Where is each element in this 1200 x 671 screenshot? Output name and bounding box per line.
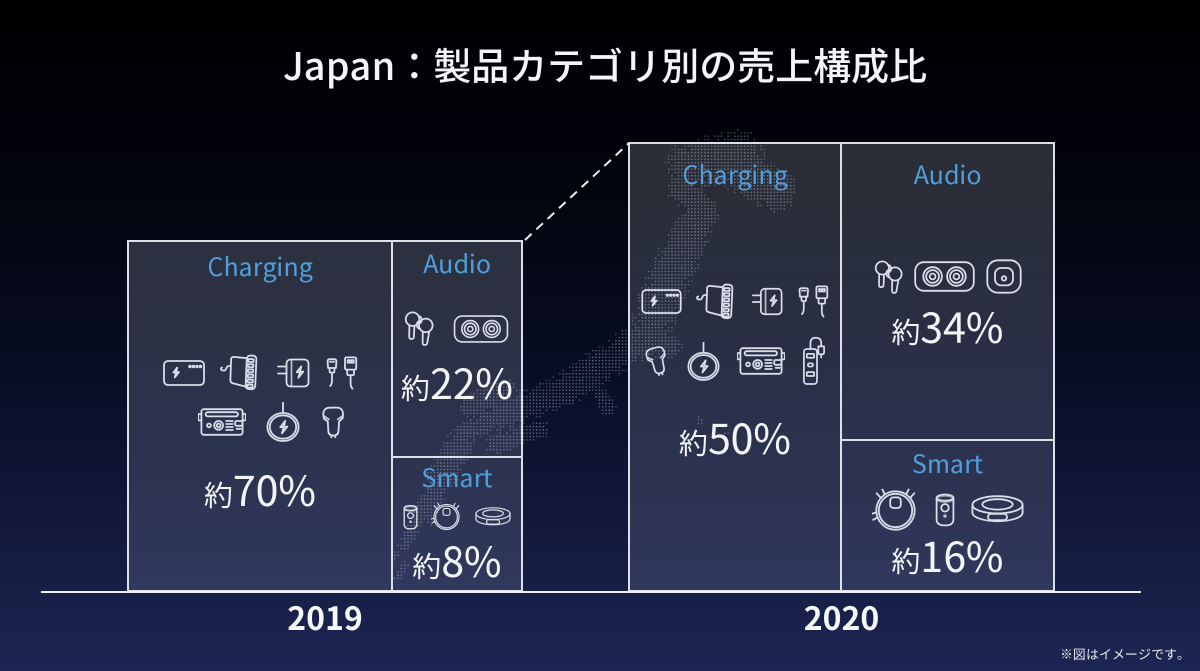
- value-number: 70%: [232, 458, 317, 518]
- axis-label-2019: 2019: [287, 594, 363, 640]
- value-number: 34%: [920, 295, 1004, 355]
- group-2020-box: Charging 約 50% Audio 約 34% Smart: [628, 142, 1055, 592]
- earbuds-icon: [874, 260, 903, 294]
- usb-cables-icon: [798, 285, 829, 318]
- multiport-charger-icon: [696, 283, 734, 320]
- value-number: 16%: [920, 524, 1004, 584]
- dashed-connector-line: [524, 142, 630, 241]
- speaker-icon: [913, 261, 975, 292]
- cell-2019-charging: Charging 約 70%: [129, 242, 393, 590]
- usb-hub-icon: [802, 336, 825, 385]
- value-2020-audio: 約 34%: [842, 305, 1053, 346]
- category-label-charging: Charging: [207, 248, 313, 284]
- value-2020-charging: 約 50%: [630, 416, 840, 457]
- camera-cylinder-icon: [403, 504, 418, 529]
- multiport-charger-icon: [219, 354, 257, 391]
- cell-2019-smart: Smart 約 8%: [393, 458, 521, 590]
- cell-2020-charging: Charging 約 50%: [630, 144, 842, 590]
- value-number: 22%: [429, 351, 514, 411]
- cell-2019-audio: Audio 約 22%: [393, 242, 521, 458]
- axis-label-2020: 2020: [803, 594, 880, 640]
- wireless-charger-icon: [686, 341, 720, 381]
- x-axis-line: [41, 591, 1141, 593]
- category-label-charging: Charging: [682, 156, 788, 192]
- audio-icons: [842, 259, 1053, 294]
- earbuds-icon: [404, 311, 434, 346]
- value-prefix: 約: [400, 366, 430, 408]
- square-speaker-icon: [985, 259, 1022, 294]
- group-2019-box: Charging 約 70% Audio 約 22% Smart: [127, 240, 523, 592]
- charging-icons-row1: [129, 353, 391, 392]
- value-prefix: 約: [203, 473, 233, 515]
- value-2019-charging: 約 70%: [129, 468, 391, 509]
- robot-vacuum-top-icon: [871, 488, 916, 531]
- cell-2020-smart: Smart 約 16%: [842, 441, 1053, 590]
- car-charger-icon: [643, 345, 670, 379]
- robot-vacuum-side-icon: [971, 495, 1023, 523]
- charging-icons-row2: [630, 335, 840, 387]
- robot-vacuum-top-icon: [431, 502, 460, 531]
- power-station-icon: [736, 347, 785, 375]
- charging-icons-row2: [129, 402, 391, 442]
- car-charger-icon: [322, 406, 344, 438]
- usb-cables-icon: [326, 355, 357, 390]
- camera-cylinder-icon: [935, 493, 954, 527]
- value-number: 8%: [441, 529, 502, 589]
- value-2019-audio: 約 22%: [393, 361, 521, 402]
- value-prefix: 約: [891, 539, 921, 581]
- cell-2020-audio: Audio 約 34%: [842, 144, 1053, 441]
- smart-icons: [393, 501, 521, 531]
- charging-icons-row1: [630, 282, 840, 321]
- category-label-smart: Smart: [911, 445, 984, 481]
- value-prefix: 約: [678, 421, 708, 463]
- value-2019-smart: 約 8%: [393, 539, 521, 580]
- wireless-charger-icon: [266, 402, 300, 442]
- value-prefix: 約: [891, 310, 921, 352]
- category-label-audio: Audio: [913, 156, 982, 192]
- wall-charger-icon: [276, 358, 309, 387]
- robot-vacuum-side-icon: [475, 506, 511, 525]
- category-label-audio: Audio: [423, 245, 491, 281]
- disclaimer-note: ※図はイメージです。: [1059, 644, 1190, 663]
- power-bank-icon: [641, 289, 682, 314]
- speaker-icon: [453, 314, 509, 343]
- wall-charger-icon: [751, 287, 783, 316]
- audio-icons: [393, 311, 521, 346]
- value-number: 50%: [707, 406, 792, 466]
- category-label-smart: Smart: [421, 459, 493, 495]
- slide-title: Japan：製品カテゴリ別の売上構成比: [282, 36, 928, 91]
- value-prefix: 約: [412, 544, 442, 586]
- power-bank-icon: [162, 359, 205, 386]
- power-station-icon: [198, 408, 246, 436]
- value-2020-smart: 約 16%: [842, 534, 1053, 575]
